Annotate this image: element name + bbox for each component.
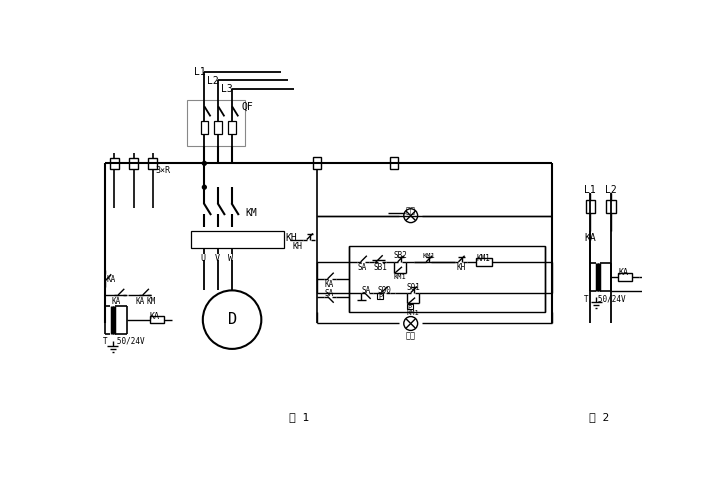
Bar (187, 100, 245, 147)
Text: SA: SA (325, 289, 334, 298)
Text: SA: SA (362, 286, 370, 295)
Text: L1: L1 (584, 185, 596, 195)
Bar (390, 157, 398, 170)
Text: L1: L1 (194, 67, 205, 77)
Bar (200, 121, 208, 134)
Text: W: W (228, 254, 233, 263)
Text: V: V (214, 254, 220, 263)
Text: KM: KM (147, 296, 156, 306)
Bar (214, 121, 222, 134)
Bar (586, 201, 595, 213)
Text: KH: KH (292, 242, 302, 251)
Text: D: D (227, 312, 237, 327)
Bar (377, 294, 383, 299)
Bar (349, 246, 546, 312)
Text: KA: KA (112, 296, 120, 306)
Text: L2: L2 (605, 185, 616, 195)
Text: SA: SA (358, 264, 367, 272)
Bar (407, 304, 413, 309)
Bar (129, 158, 138, 169)
Bar (606, 201, 616, 213)
Text: L2: L2 (207, 76, 220, 85)
Bar (149, 316, 164, 323)
Text: KM1: KM1 (407, 309, 420, 316)
Bar (618, 273, 632, 281)
Text: KM: KM (245, 208, 257, 218)
Text: T  50/24V: T 50/24V (584, 294, 626, 303)
Bar (228, 121, 236, 134)
Text: 图 2: 图 2 (589, 412, 609, 422)
Bar (109, 158, 119, 169)
Text: KA: KA (149, 312, 159, 321)
Text: KA: KA (618, 268, 628, 277)
Text: KM1: KM1 (423, 253, 435, 259)
Text: L3: L3 (222, 84, 233, 94)
Text: KM1: KM1 (476, 254, 490, 263)
Text: SB2: SB2 (394, 251, 408, 260)
Text: KA: KA (107, 275, 116, 284)
Text: SQ1: SQ1 (407, 283, 420, 293)
Text: SB1: SB1 (374, 264, 388, 272)
Text: SQ0: SQ0 (378, 286, 392, 295)
Text: P: P (408, 305, 412, 311)
Text: T  50/24V: T 50/24V (103, 336, 144, 346)
Bar (313, 157, 320, 170)
Bar (191, 231, 284, 248)
Circle shape (202, 185, 206, 189)
Text: KA: KA (584, 233, 596, 242)
Text: 3×R: 3×R (155, 166, 170, 175)
Text: 图 1: 图 1 (289, 412, 309, 422)
Bar (148, 158, 157, 169)
Bar (476, 258, 491, 266)
Text: KH: KH (285, 233, 297, 243)
Text: QF: QF (242, 102, 253, 112)
Text: KH: KH (456, 264, 465, 272)
Text: KA: KA (325, 281, 334, 289)
Text: 正常: 正常 (405, 331, 415, 340)
Text: P: P (378, 294, 383, 300)
Text: 故障: 故障 (405, 206, 415, 215)
Text: KA: KA (136, 296, 145, 306)
Circle shape (202, 161, 206, 165)
Text: U: U (200, 254, 205, 263)
Text: KM1: KM1 (394, 274, 407, 280)
